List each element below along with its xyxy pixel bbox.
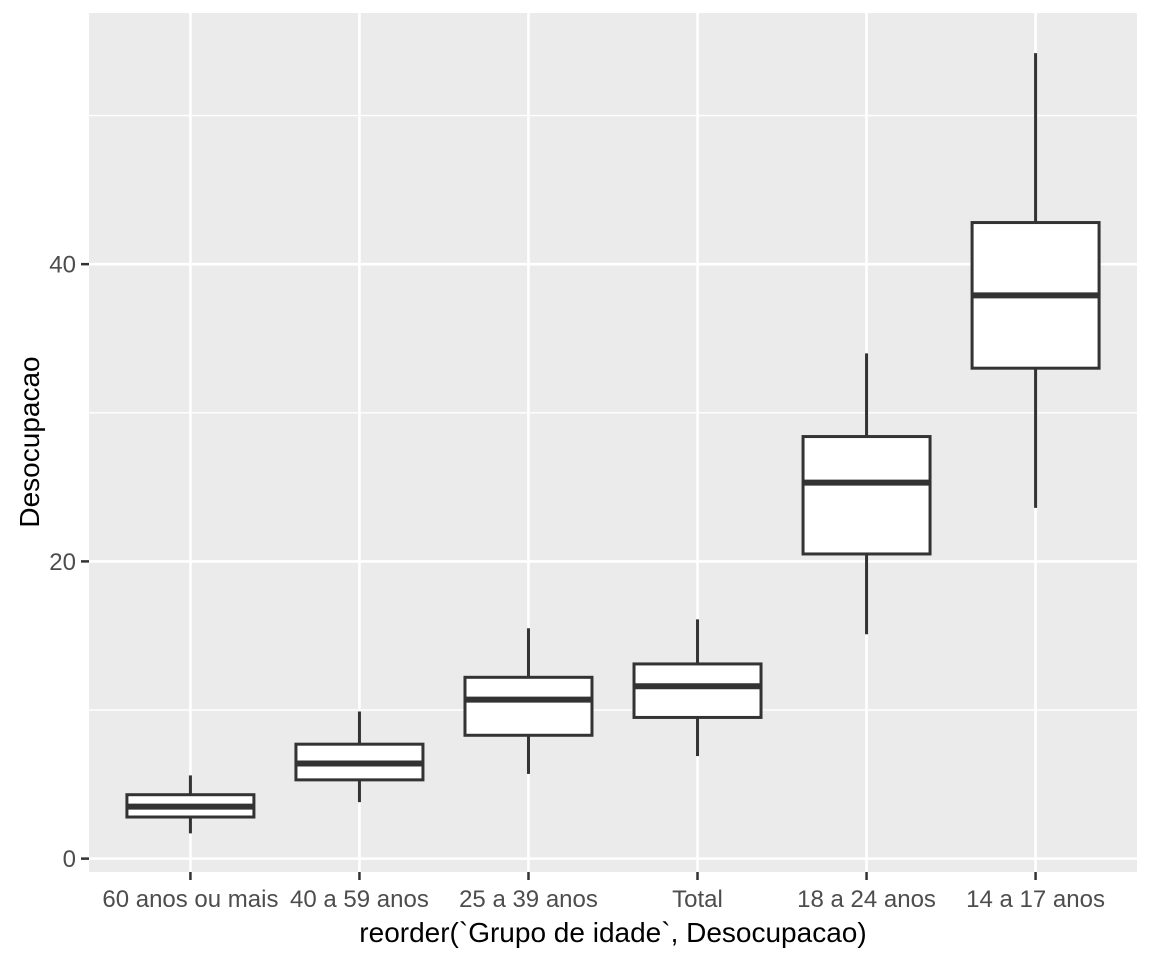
x-tick-label: Total	[672, 886, 723, 913]
y-tick-label: 20	[49, 549, 76, 576]
x-tick-label: 14 a 17 anos	[966, 886, 1105, 913]
x-tick-label: 40 a 59 anos	[290, 886, 429, 913]
x-axis-title: reorder(`Grupo de idade`, Desocupacao)	[359, 917, 867, 948]
box-iqr	[463, 675, 594, 737]
x-tick-label: 25 a 39 anos	[459, 886, 598, 913]
x-tick-label: 18 a 24 anos	[797, 886, 936, 913]
y-axis-title: Desocupacao	[14, 356, 45, 528]
y-tick-label: 40	[49, 252, 76, 279]
plot-panel	[89, 13, 1137, 872]
box-iqr	[801, 435, 932, 556]
x-tick-label: 60 anos ou mais	[102, 886, 278, 913]
box-iqr	[632, 662, 763, 719]
y-tick-label: 0	[63, 846, 76, 873]
